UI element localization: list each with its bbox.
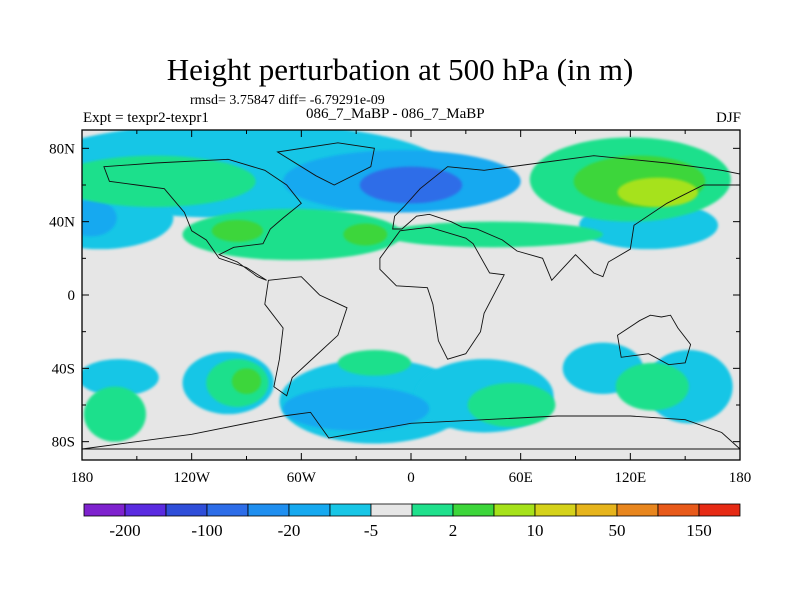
anomaly-region: [383, 221, 603, 248]
experiment-label: Expt = texpr2-texpr1: [83, 110, 209, 126]
colorbar-swatch: [83, 503, 126, 517]
y-tick-label: 80S: [52, 435, 75, 451]
comparison-label: 086_7_MaBP - 086_7_MaBP: [306, 106, 485, 122]
anomaly-region: [231, 368, 262, 394]
anomaly-region: [467, 383, 556, 427]
colorbar-label: -200: [109, 521, 140, 540]
colorbar-swatch: [493, 503, 536, 517]
y-tick-label: 40S: [52, 361, 75, 377]
map-area: [82, 130, 740, 460]
chart-title: Height perturbation at 500 hPa (in m): [166, 52, 634, 87]
coastline-eurasia: [392, 155, 740, 282]
x-tick-label: 0: [407, 470, 415, 486]
coastlines: [82, 142, 740, 450]
anomaly-region: [211, 219, 263, 242]
anomaly-region: [82, 155, 256, 207]
anomaly-region: [83, 386, 146, 442]
season-label: DJF: [715, 110, 741, 126]
map-axes: 180 120W 60W 0 60E 120E 180 80N 40N 0 40S 80S: [49, 129, 752, 486]
x-tick-label: 60W: [287, 470, 317, 486]
colorbar-swatch: [329, 503, 372, 517]
coastline-north-america: [103, 158, 302, 281]
colorbar-swatch: [124, 503, 167, 517]
colorbar-label: 2: [449, 521, 458, 540]
colorbar-label: -5: [364, 521, 378, 540]
coastline-antarctica: [82, 411, 740, 450]
y-tick-label: 0: [68, 288, 76, 304]
colorbar-label: 50: [609, 521, 626, 540]
colorbar-swatch: [206, 503, 249, 517]
anomaly-region: [337, 350, 412, 376]
anomaly-region: [82, 359, 159, 396]
colorbar-label: -20: [278, 521, 301, 540]
y-tick-label: 40N: [49, 215, 75, 231]
colorbar-swatch: [288, 503, 331, 517]
colorbar-label: 150: [686, 521, 712, 540]
coastline-africa: [379, 226, 505, 360]
x-tick-label: 120W: [173, 470, 211, 486]
colorbar-swatch: [657, 503, 700, 517]
anomaly-region: [617, 177, 698, 207]
anomaly-region: [359, 166, 463, 204]
x-tick-label: 60E: [509, 470, 533, 486]
anomaly-region: [82, 199, 117, 237]
coastline-greenland: [276, 142, 375, 186]
colorbar-swatch: [534, 503, 577, 517]
colorbar: -200 -100 -20 -5 2 10 50 150: [83, 503, 741, 540]
colorbar-swatch: [616, 503, 659, 517]
colorbar-label: -100: [191, 521, 222, 540]
coastline-australia: [617, 314, 692, 366]
colorbar-swatch: [370, 503, 413, 517]
anomaly-region: [283, 386, 430, 431]
colorbar-swatch: [247, 503, 290, 517]
colorbar-swatch: [575, 503, 618, 517]
x-tick-label: 120E: [614, 470, 646, 486]
coastline-south-america: [264, 276, 348, 397]
rmsd-diff-stats: rmsd= 3.75847 diff= -6.79291e-09: [190, 93, 385, 108]
anomaly-region: [615, 362, 689, 411]
x-tick-label: 180: [71, 470, 94, 486]
colorbar-label: 10: [527, 521, 544, 540]
colorbar-swatch: [165, 503, 208, 517]
colorbar-swatch: [698, 503, 741, 517]
colorbar-swatch: [411, 503, 454, 517]
y-tick-label: 80N: [49, 141, 75, 157]
anomaly-region: [343, 223, 388, 246]
x-tick-label: 180: [729, 470, 752, 486]
colorbar-swatch: [452, 503, 495, 517]
